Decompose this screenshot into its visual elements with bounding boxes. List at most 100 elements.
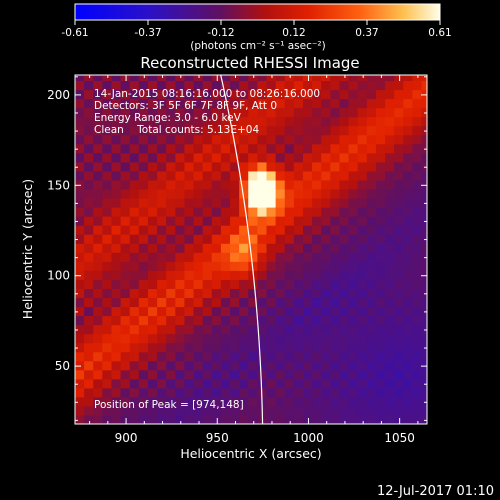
heatmap-cell [421, 315, 427, 326]
heatmap-cell [366, 234, 377, 244]
heatmap-cell [330, 161, 341, 172]
heatmap-cell [120, 170, 131, 181]
heatmap-cell [147, 216, 158, 226]
heatmap-cell [284, 378, 295, 389]
heatmap-cell [202, 116, 213, 127]
heatmap-cell [302, 315, 313, 326]
heatmap-cell [293, 234, 304, 244]
heatmap-cell [284, 369, 295, 380]
heatmap-cell [129, 243, 140, 253]
heatmap-cell [330, 243, 341, 253]
heatmap-cell [312, 152, 322, 163]
heatmap-cell [138, 243, 149, 253]
heatmap-cell [403, 143, 414, 154]
heatmap-cell [266, 107, 277, 118]
heatmap-cell [193, 279, 204, 289]
heatmap-cell [239, 315, 249, 326]
heatmap-cell [202, 243, 213, 253]
heatmap-cell [403, 252, 414, 262]
heatmap-cell [366, 179, 377, 190]
heatmap-cell [275, 143, 286, 154]
heatmap-cell [230, 170, 240, 181]
heatmap-cell [138, 405, 149, 416]
heatmap-cell [375, 179, 386, 190]
heatmap-cell [184, 161, 195, 172]
heatmap-cell [184, 342, 195, 353]
heatmap-cell [293, 387, 304, 398]
heatmap-cell [394, 89, 404, 100]
heatmap-cell [357, 378, 368, 389]
heatmap-cell [129, 125, 140, 136]
heatmap-cell [339, 369, 350, 380]
heatmap-cell [293, 80, 304, 91]
heatmap-cell [147, 197, 158, 208]
heatmap-cell [421, 197, 427, 208]
heatmap-cell [202, 414, 213, 424]
heatmap-cell [321, 216, 331, 226]
heatmap-cell [266, 270, 277, 280]
heatmap-cell [84, 161, 94, 172]
heatmap-cell [312, 333, 322, 344]
heatmap-cell [275, 279, 286, 289]
heatmap-cell [394, 387, 404, 398]
heatmap-cell [412, 297, 423, 308]
heatmap-cell [93, 342, 103, 353]
heatmap-cell [93, 288, 103, 299]
heatmap-cell [330, 396, 341, 407]
heatmap-cell [84, 324, 94, 335]
heatmap-cell [75, 252, 85, 262]
heatmap-cell [266, 369, 277, 380]
heatmap-cell [111, 369, 122, 380]
heatmap-cell [302, 414, 313, 424]
heatmap-cell [175, 134, 186, 145]
heatmap-cell [357, 134, 368, 145]
heatmap-cell [312, 75, 322, 82]
heatmap-cell [312, 89, 322, 100]
heatmap-cell [357, 261, 368, 271]
heatmap-cell [239, 414, 249, 424]
heatmap-cell [275, 414, 286, 424]
heatmap-cell [111, 387, 122, 398]
heatmap-cell [166, 216, 176, 226]
heatmap-cell [312, 125, 322, 136]
heatmap-cell [102, 243, 113, 253]
heatmap-cell [284, 188, 295, 199]
heatmap-cell [220, 107, 231, 118]
heatmap-cell [193, 342, 204, 353]
heatmap-cell [248, 152, 258, 163]
heatmap-cell [302, 216, 313, 226]
heatmap-cell [375, 207, 386, 217]
heatmap-cell [175, 197, 186, 208]
heatmap-cell [93, 243, 103, 253]
heatmap-cell [403, 243, 414, 253]
heatmap-cell [175, 98, 186, 109]
heatmap-cell [211, 152, 222, 163]
heatmap-cell [421, 342, 427, 353]
heatmap-cell [248, 134, 258, 145]
heatmap-cell [75, 360, 85, 371]
heatmap-cell [330, 342, 341, 353]
heatmap-cell [75, 333, 85, 344]
heatmap-cell [147, 378, 158, 389]
heatmap-cell [211, 188, 222, 199]
heatmap-cell [394, 351, 404, 362]
heatmap-cell [330, 197, 341, 208]
heatmap-cell [284, 324, 295, 335]
heatmap-cell [202, 143, 213, 154]
heatmap-cell [403, 360, 414, 371]
heatmap-plot [75, 75, 427, 424]
heatmap-cell [129, 179, 140, 190]
heatmap-cell [230, 143, 240, 154]
heatmap-cell [357, 152, 368, 163]
heatmap-cell [421, 252, 427, 262]
heatmap-cell [412, 216, 423, 226]
heatmap-cell [357, 207, 368, 217]
heatmap-cell [293, 252, 304, 262]
heatmap-cell [147, 107, 158, 118]
heatmap-cell [375, 197, 386, 208]
heatmap-cell [293, 188, 304, 199]
heatmap-cell [375, 405, 386, 416]
heatmap-cell [357, 243, 368, 253]
heatmap-cell [93, 197, 103, 208]
heatmap-cell [147, 179, 158, 190]
